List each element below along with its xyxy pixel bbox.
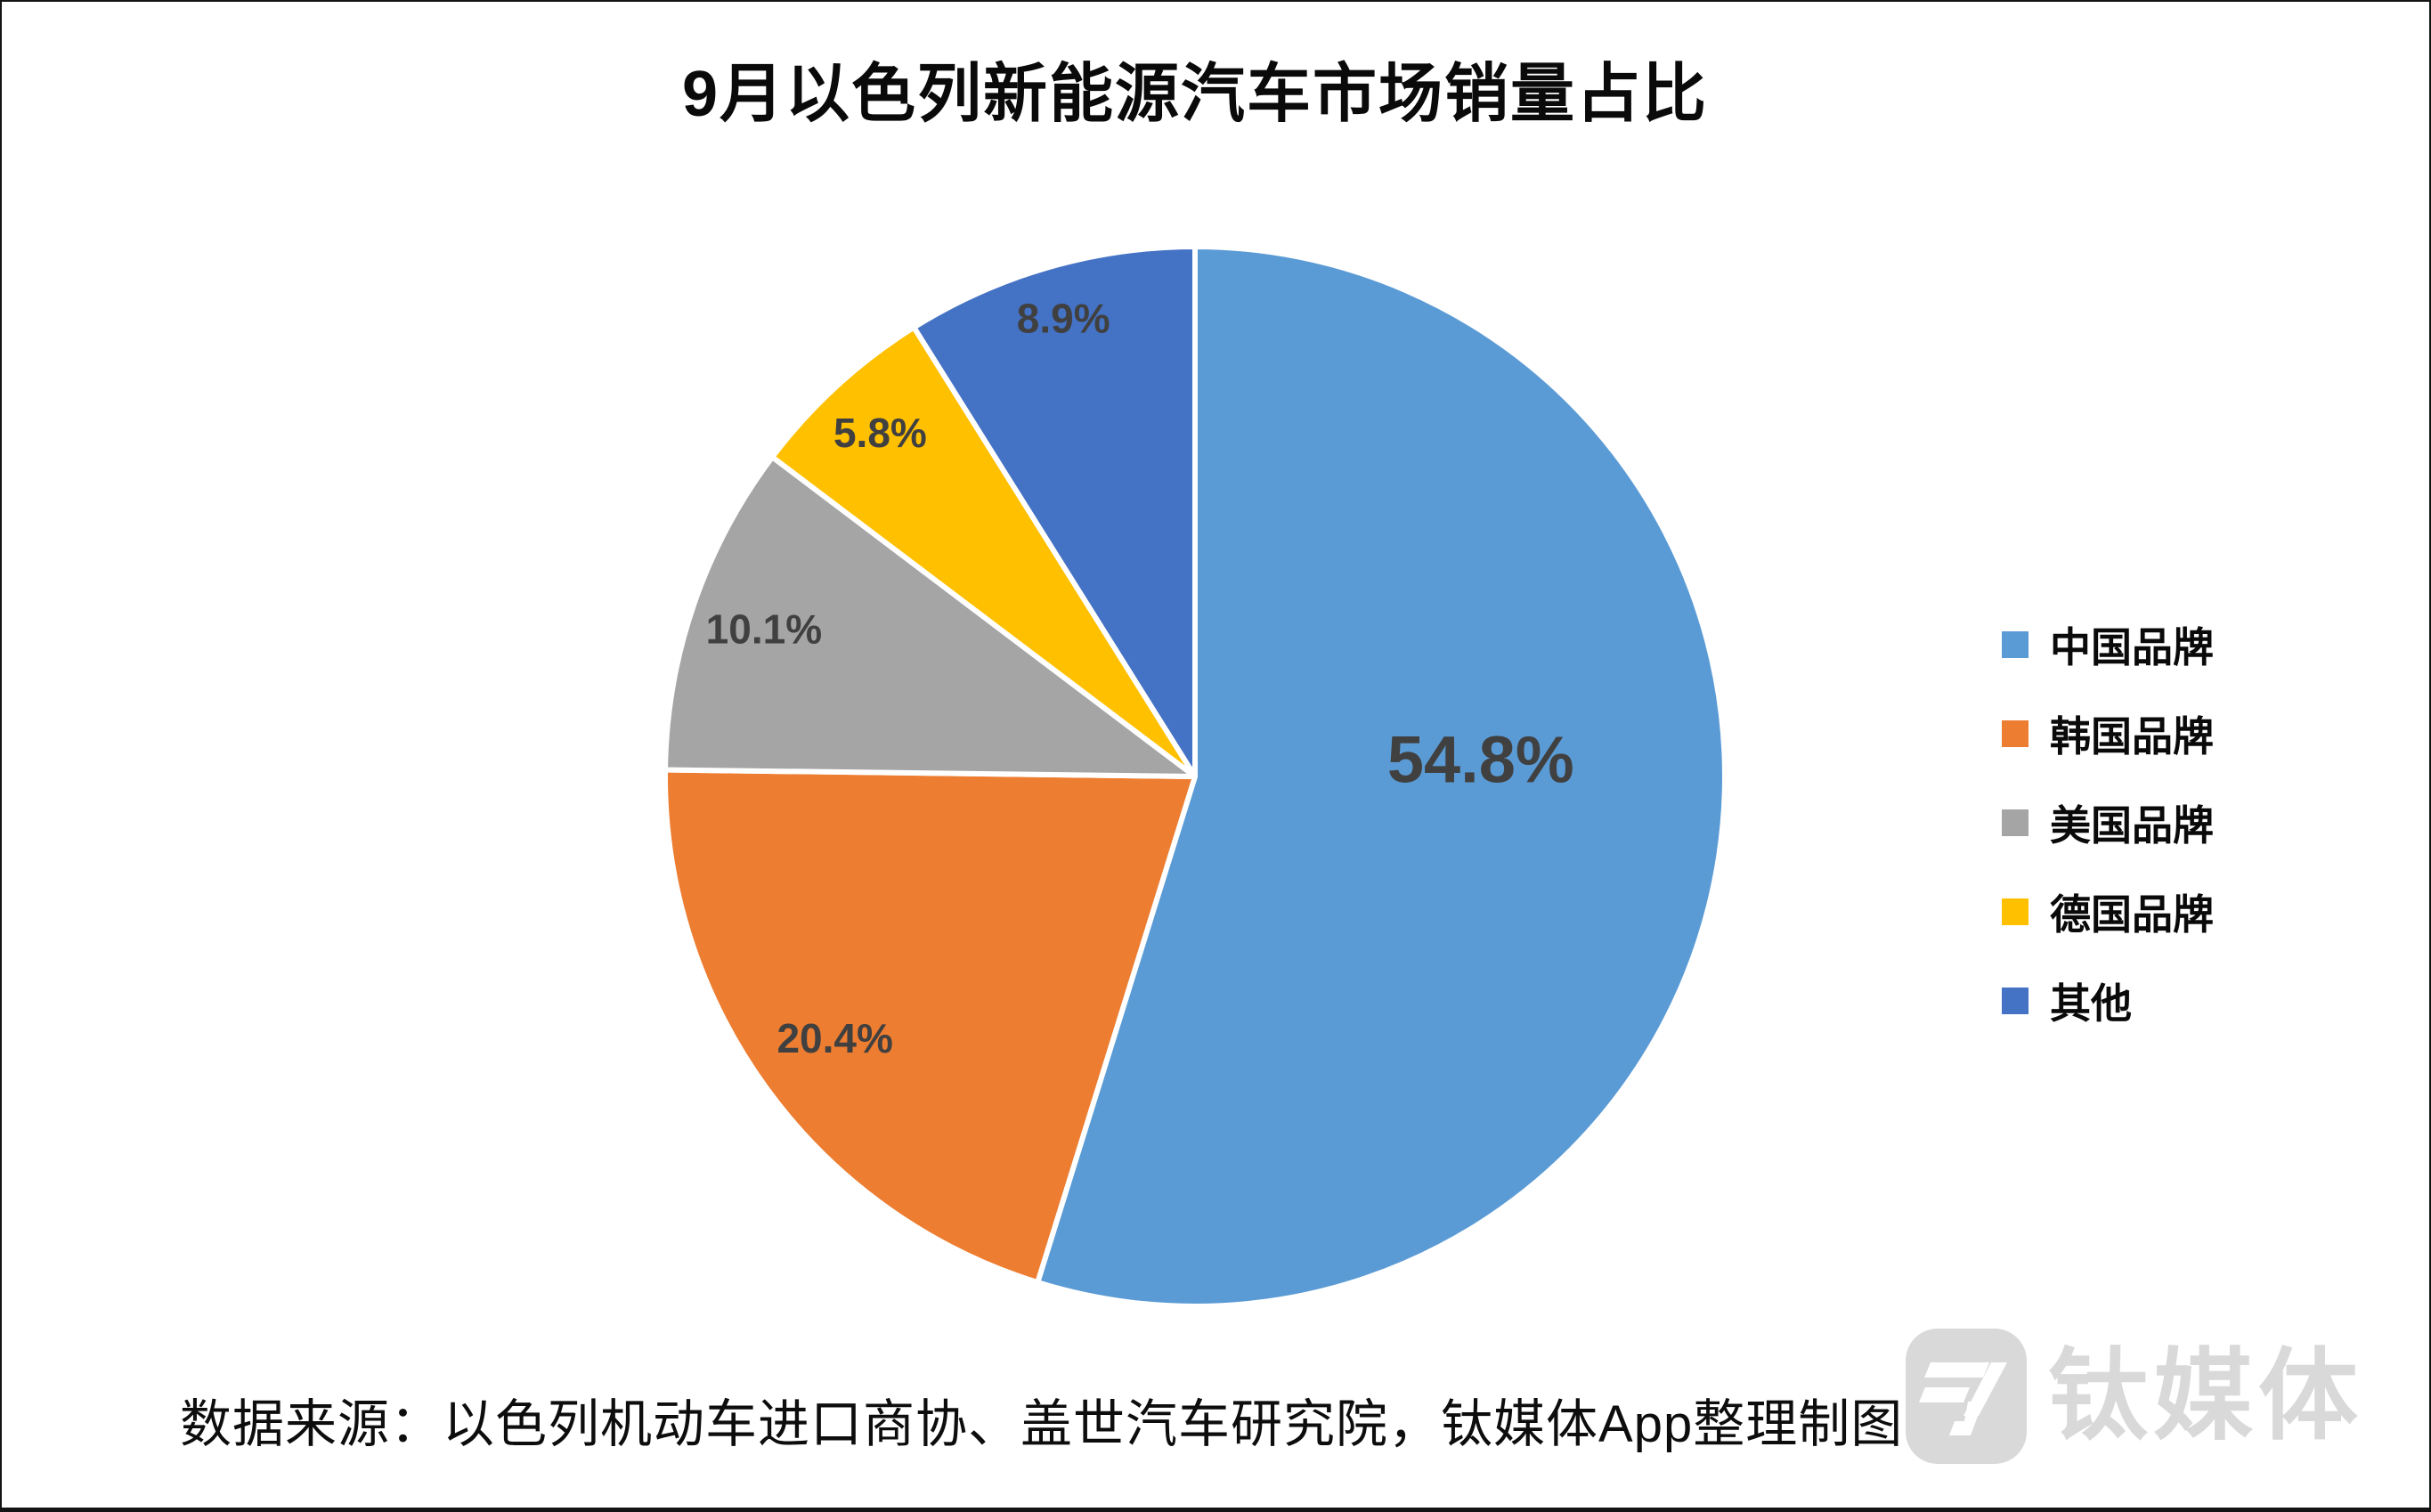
pie-value-label-德国品牌: 5.8% (833, 410, 927, 456)
legend-label: 其他 (2050, 980, 2132, 1027)
legend-label: 美国品牌 (2050, 802, 2214, 849)
legend-label: 中国品牌 (2050, 624, 2214, 671)
legend-item-德国品牌: 德国品牌 (2002, 867, 2214, 956)
pie-slice-中国品牌 (1035, 244, 1728, 1309)
legend-swatch-icon (2002, 720, 2029, 747)
legend-item-韩国品牌: 韩国品牌 (2002, 689, 2214, 778)
legend-item-中国品牌: 中国品牌 (2002, 600, 2214, 689)
pie-value-label-中国品牌: 54.8% (1387, 723, 1574, 797)
pie-slice-美国品牌 (663, 454, 1198, 779)
legend-swatch-icon (2002, 631, 2029, 658)
legend-label: 韩国品牌 (2050, 713, 2214, 760)
tmtpost-logo-icon (1906, 1329, 2027, 1464)
watermark-text: 钛媒体 (2048, 1340, 2363, 1451)
pie-chart: 54.8% 20.4% 10.1% 5.8% 8.9% (663, 244, 1728, 1309)
legend-swatch-icon (2002, 809, 2029, 836)
pie-slice-韩国品牌 (663, 767, 1198, 1286)
chart-legend: 中国品牌韩国品牌美国品牌德国品牌其他 (2002, 600, 2214, 1045)
legend-swatch-icon (2002, 988, 2029, 1014)
pie-value-label-美国品牌: 10.1% (706, 606, 822, 652)
pie-slice-德国品牌 (769, 324, 1198, 779)
legend-item-其他: 其他 (2002, 956, 2214, 1045)
data-source-note: 数据来源：以色列机动车进口商协、盖世汽车研究院，钛媒体App整理制图 (180, 1395, 1904, 1453)
legend-swatch-icon (2002, 898, 2029, 925)
tmtpost-watermark: 钛媒体 (1906, 1329, 2363, 1464)
legend-label: 德国品牌 (2050, 891, 2214, 938)
chart-title: 9月以色列新能源汽车市场销量占比 (681, 59, 1709, 130)
pie-slice-其他 (911, 244, 1198, 779)
legend-item-美国品牌: 美国品牌 (2002, 778, 2214, 867)
pie-value-label-韩国品牌: 20.4% (776, 1015, 892, 1061)
pie-value-label-其他: 8.9% (1017, 295, 1110, 341)
